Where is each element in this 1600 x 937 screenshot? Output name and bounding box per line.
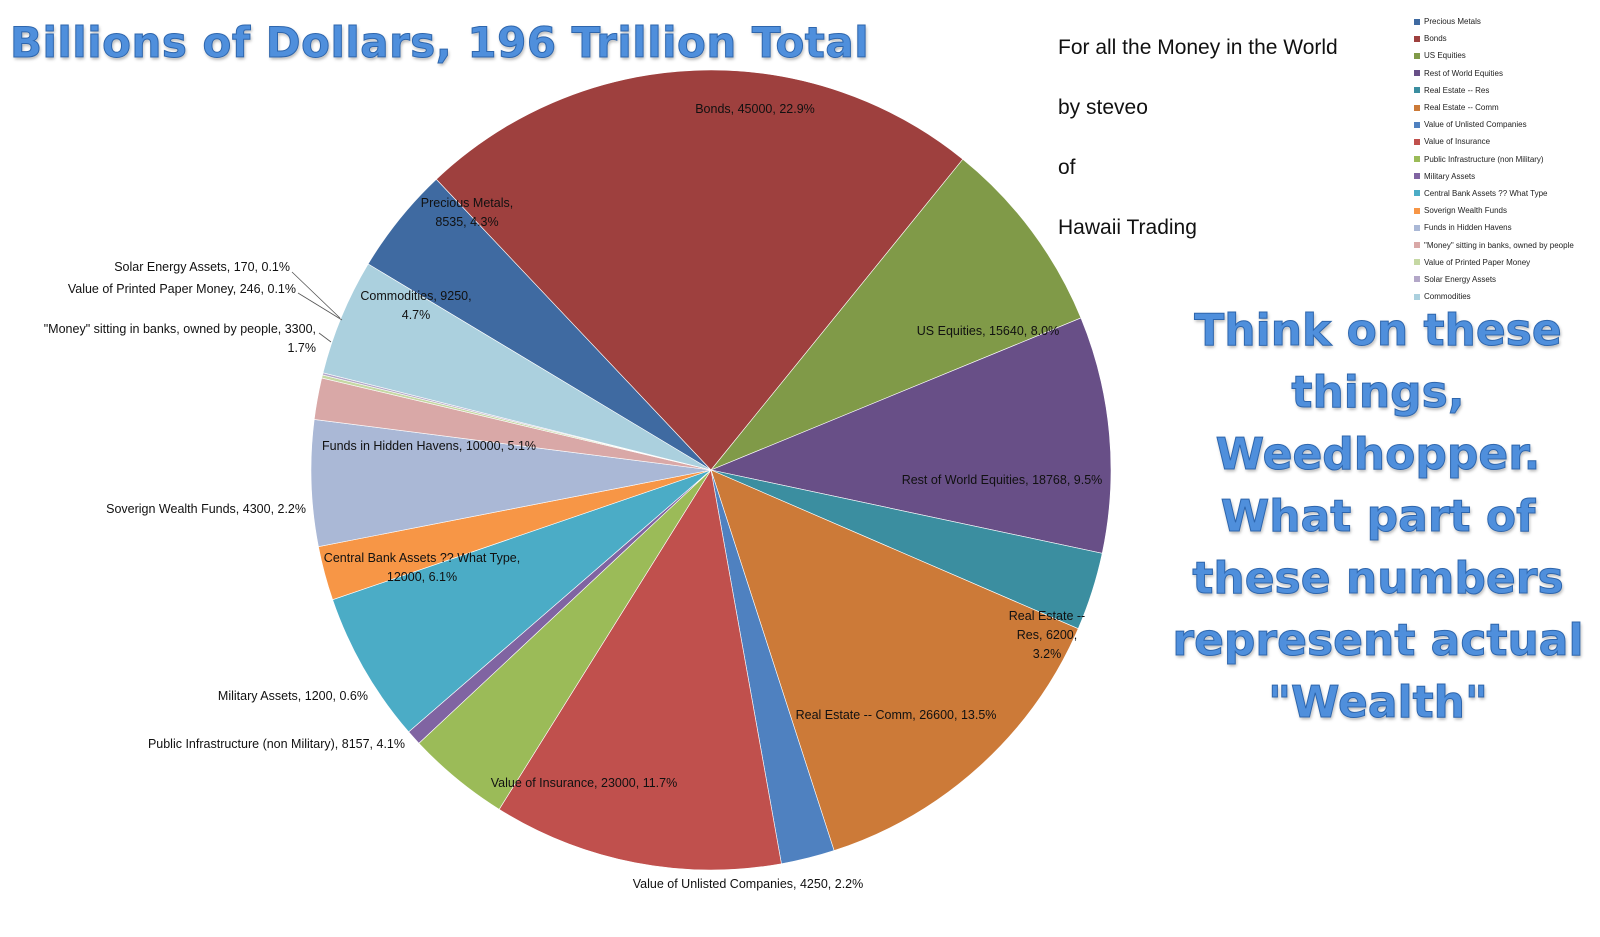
legend-item: Bonds (1414, 30, 1574, 47)
legend-swatch (1414, 70, 1420, 77)
quote-line: represent actual (1172, 615, 1584, 667)
legend-item: "Money" sitting in banks, owned by peopl… (1414, 236, 1574, 253)
credit-line: Hawaii Trading (1058, 216, 1197, 239)
legend-swatch (1414, 259, 1420, 266)
legend-swatch (1414, 18, 1420, 25)
legend-label: Value of Insurance (1424, 137, 1491, 147)
quote-line: these numbers (1192, 553, 1564, 605)
legend-label: Value of Printed Paper Money (1424, 257, 1531, 267)
credit-line: by steveo (1058, 96, 1148, 119)
credit-line: of (1058, 156, 1076, 179)
leader-line (318, 332, 332, 343)
pie-slice (498, 469, 782, 871)
legend-item: Real Estate -- Comm (1414, 99, 1574, 116)
legend-item: Solar Energy Assets (1414, 271, 1574, 288)
data-label: Real Estate -- Comm, 26600, 13.5% (796, 708, 997, 722)
legend-item: Value of Insurance (1414, 133, 1574, 150)
legend-label: Funds in Hidden Havens (1424, 223, 1512, 233)
data-label: Value of Unlisted Companies, 4250, 2.2% (633, 877, 863, 891)
legend-label: Public Infrastructure (non Military) (1424, 154, 1544, 164)
chart-legend: Precious Metals Bonds US Equities Rest of W… (1414, 13, 1574, 305)
data-label: Central Bank Assets ?? What Type, 12000, … (324, 551, 520, 584)
data-label: Solar Energy Assets, 170, 0.1% (114, 260, 290, 274)
data-label: Rest of World Equities, 18768, 9.5% (902, 473, 1103, 487)
data-label: Funds in Hidden Havens, 10000, 5.1% (322, 439, 536, 453)
legend-label: Commodities (1424, 292, 1471, 302)
legend-swatch (1414, 276, 1420, 283)
legend-label: US Equities (1424, 51, 1466, 61)
legend-label: Precious Metals (1424, 17, 1481, 27)
legend-item: Soverign Wealth Funds (1414, 202, 1574, 219)
legend-label: Value of Unlisted Companies (1424, 120, 1527, 130)
data-label: Public Infrastructure (non Military), 81… (148, 737, 405, 751)
legend-item: Public Infrastructure (non Military) (1414, 151, 1574, 168)
pie-slice (332, 469, 712, 733)
legend-swatch (1414, 242, 1420, 249)
chart-title: Billions of Dollars, 196 Trillion Total (9, 18, 870, 68)
pie-slice (709, 317, 1112, 554)
quote-line: Think on these (1194, 305, 1562, 357)
leader-line (297, 292, 343, 321)
legend-label: Soverign Wealth Funds (1424, 206, 1508, 216)
legend-label: Rest of World Equities (1424, 68, 1503, 78)
quote-line: Weedhopper. (1215, 429, 1541, 481)
legend-swatch (1414, 52, 1420, 59)
legend-label: Real Estate -- Comm (1424, 103, 1499, 113)
legend-swatch (1414, 138, 1420, 145)
legend-swatch (1414, 293, 1420, 300)
credit-line: For all the Money in the World (1058, 36, 1338, 59)
legend-item: Real Estate -- Res (1414, 82, 1574, 99)
data-label: Precious Metals, 8535, 4.3% (421, 196, 513, 229)
quote-line: "Wealth" (1268, 677, 1489, 729)
data-label: Commodities, 9250, 4.7% (360, 289, 471, 322)
legend-label: Military Assets (1424, 171, 1476, 181)
data-label: US Equities, 15640, 8.0% (917, 324, 1059, 338)
legend-item: Central Bank Assets ?? What Type (1414, 185, 1574, 202)
data-label: Bonds, 45000, 22.9% (695, 102, 815, 116)
pie-slice (435, 69, 964, 471)
pie-slice (710, 158, 1082, 471)
data-label: Military Assets, 1200, 0.6% (218, 689, 368, 703)
legend-label: Real Estate -- Res (1424, 85, 1490, 95)
pie-slice (322, 263, 712, 471)
legend-label: Bonds (1424, 34, 1447, 44)
legend-item: Rest of World Equities (1414, 65, 1574, 82)
data-label: Real Estate --Res, 6200, 3.2% (1009, 609, 1085, 661)
legend-item: Value of Unlisted Companies (1414, 116, 1574, 133)
legend-item: Value of Printed Paper Money (1414, 254, 1574, 271)
data-label: Value of Insurance, 23000, 11.7% (491, 776, 677, 790)
legend-item: US Equities (1414, 47, 1574, 64)
legend-item: Commodities (1414, 288, 1574, 305)
legend-item: Precious Metals (1414, 13, 1574, 30)
data-label: Soverign Wealth Funds, 4300, 2.2% (106, 502, 306, 516)
legend-swatch (1414, 156, 1420, 163)
legend-swatch (1414, 121, 1420, 128)
legend-item: Military Assets (1414, 168, 1574, 185)
data-label: "Money" sitting in banks, owned by peopl… (44, 322, 316, 355)
legend-label: Central Bank Assets ?? What Type (1424, 188, 1548, 198)
legend-swatch (1414, 190, 1420, 197)
legend-label: Solar Energy Assets (1424, 274, 1497, 284)
legend-item: Funds in Hidden Havens (1414, 219, 1574, 236)
legend-swatch (1414, 207, 1420, 214)
pie-slice (710, 469, 1079, 851)
quote-block: Think on these things, Weedhopper. What … (1168, 300, 1588, 734)
legend-swatch (1414, 35, 1420, 42)
legend-swatch (1414, 173, 1420, 180)
leader-line (291, 271, 341, 319)
quote-line: What part of (1220, 491, 1536, 543)
legend-swatch (1414, 87, 1420, 94)
quote-line: things, (1291, 367, 1465, 419)
credit-block: For all the Money in the World by steveo… (1058, 36, 1338, 276)
legend-label: "Money" sitting in banks, owned by peopl… (1424, 240, 1574, 250)
legend-swatch (1414, 104, 1420, 111)
data-label: Value of Printed Paper Money, 246, 0.1% (68, 282, 296, 296)
legend-swatch (1414, 224, 1420, 231)
